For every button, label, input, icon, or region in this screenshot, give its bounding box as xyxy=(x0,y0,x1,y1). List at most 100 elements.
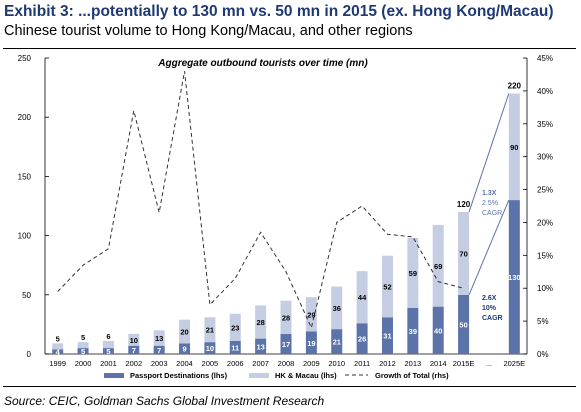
x-tick-label: 2002 xyxy=(125,359,142,368)
bar-passport xyxy=(255,338,267,354)
bar-passport xyxy=(305,331,317,354)
bar-passport xyxy=(153,345,165,354)
data-label-hk-macau: 36 xyxy=(333,304,341,313)
bar-hk-macau xyxy=(407,237,419,308)
cagr-annotation-hk-macau: 2.5% xyxy=(482,200,498,207)
data-label-hk-macau: 69 xyxy=(434,262,442,271)
data-label-passport: 17 xyxy=(282,340,290,349)
right-tick-label: 15% xyxy=(537,251,553,260)
legend-label-growth: Growth of Total (rhs) xyxy=(375,371,449,380)
data-label-passport: 50 xyxy=(459,320,467,329)
bar-hk-macau xyxy=(102,340,114,349)
x-tick-label: 2006 xyxy=(227,359,244,368)
bar-passport xyxy=(381,317,393,354)
x-tick-label: 2011 xyxy=(354,359,370,368)
data-label-hk-macau: 59 xyxy=(409,269,417,278)
data-label-passport: 7 xyxy=(157,346,161,355)
chart-frame xyxy=(3,48,576,387)
right-tick-label: 10% xyxy=(537,284,553,293)
bar-hk-macau xyxy=(458,211,470,295)
bar-hk-macau xyxy=(508,93,520,201)
bar-hk-macau xyxy=(77,342,89,349)
bar-hk-macau xyxy=(381,255,393,318)
bar-passport xyxy=(128,345,140,354)
bar-passport xyxy=(331,329,343,354)
bar-passport xyxy=(52,349,64,354)
data-label-passport: 26 xyxy=(358,335,366,344)
cagr-annotation-hk-macau: 1.3X xyxy=(482,190,497,197)
data-label-hk-macau: 10 xyxy=(130,336,138,345)
data-label-hk-macau: 5 xyxy=(81,333,85,342)
right-tick-label: 45% xyxy=(537,54,553,63)
data-label-passport: 10 xyxy=(206,344,214,353)
left-tick-label: 150 xyxy=(18,172,32,181)
bar-hk-macau xyxy=(153,330,165,346)
bar-passport xyxy=(77,348,89,354)
x-tick-label: ... xyxy=(486,359,492,368)
bar-passport xyxy=(458,294,470,354)
right-tick-label: 20% xyxy=(537,218,553,227)
x-tick-label: 2005 xyxy=(202,359,219,368)
data-label-total: 220 xyxy=(508,82,522,91)
left-tick-label: 250 xyxy=(18,54,32,63)
data-label-passport: 40 xyxy=(434,326,442,335)
data-label-hk-macau: 70 xyxy=(459,249,467,258)
legend-swatch-hk-macau xyxy=(249,373,269,378)
bar-passport xyxy=(102,348,114,354)
legend-swatch-passport xyxy=(104,373,124,378)
cagr-line-passport xyxy=(468,199,510,295)
exhibit-title: Exhibit 3: ...potentially to 130 mn vs. … xyxy=(4,3,554,20)
cagr-line-hk-macau xyxy=(468,93,510,213)
bar-hk-macau xyxy=(204,317,216,343)
x-tick-label: 2009 xyxy=(303,359,320,368)
right-tick-label: 5% xyxy=(537,317,549,326)
legend-label-passport: Passport Destinations (lhs) xyxy=(130,371,228,380)
data-label-hk-macau: 13 xyxy=(155,334,163,343)
bar-passport xyxy=(179,343,191,354)
data-label-total: 120 xyxy=(457,200,471,209)
exhibit-subtitle: Chinese tourist volume to Hong Kong/Maca… xyxy=(4,23,413,39)
cagr-annotation-passport: 2.6X xyxy=(482,295,497,302)
bar-passport xyxy=(356,323,368,354)
data-label-hk-macau: 28 xyxy=(256,318,264,327)
data-label-hk-macau: 52 xyxy=(383,283,391,292)
data-label-hk-macau: 6 xyxy=(106,332,110,341)
data-label-passport: 4 xyxy=(56,348,61,357)
x-tick-label: 2012 xyxy=(379,359,396,368)
data-label-hk-macau: 23 xyxy=(231,323,239,332)
bar-passport xyxy=(432,306,444,354)
x-tick-label: 2025E xyxy=(503,359,525,368)
x-tick-label: 2000 xyxy=(75,359,92,368)
data-label-passport: 5 xyxy=(81,347,85,356)
data-label-hk-macau: 20 xyxy=(180,328,188,337)
bar-hk-macau xyxy=(432,224,444,307)
left-tick-label: 50 xyxy=(22,291,31,300)
right-tick-label: 30% xyxy=(537,153,553,162)
data-label-hk-macau: 21 xyxy=(206,326,214,335)
x-tick-label: 2013 xyxy=(404,359,421,368)
bar-passport xyxy=(508,200,520,354)
source-note: Source: CEIC, Goldman Sachs Global Inves… xyxy=(4,394,325,408)
bar-passport xyxy=(407,307,419,354)
right-tick-label: 0% xyxy=(537,350,549,359)
right-tick-label: 25% xyxy=(537,186,553,195)
bar-hk-macau xyxy=(280,300,292,334)
data-label-hk-macau: 44 xyxy=(358,293,367,302)
data-label-passport: 21 xyxy=(333,338,341,347)
left-tick-label: 0 xyxy=(27,350,32,359)
bar-passport xyxy=(280,333,292,354)
bar-hk-macau xyxy=(179,319,191,344)
data-label-passport: 11 xyxy=(231,343,239,352)
x-tick-label: 2004 xyxy=(176,359,193,368)
legend-label-hk-macau: HK & Macau (lhs) xyxy=(275,371,337,380)
data-label-passport: 19 xyxy=(307,339,315,348)
data-label-passport: 39 xyxy=(409,327,417,336)
stacked-bar-chart: 0501001502002500%5%10%15%20%25%30%35%40%… xyxy=(18,54,553,380)
data-label-passport: 5 xyxy=(106,347,110,356)
cagr-annotation-hk-macau: CAGR xyxy=(482,210,502,217)
cagr-annotation-passport: CAGR xyxy=(482,315,503,322)
x-tick-label: 2015E xyxy=(453,359,475,368)
data-label-passport: 9 xyxy=(182,345,186,354)
data-label-hk-macau: 5 xyxy=(56,334,60,343)
data-label-passport: 7 xyxy=(132,346,136,355)
